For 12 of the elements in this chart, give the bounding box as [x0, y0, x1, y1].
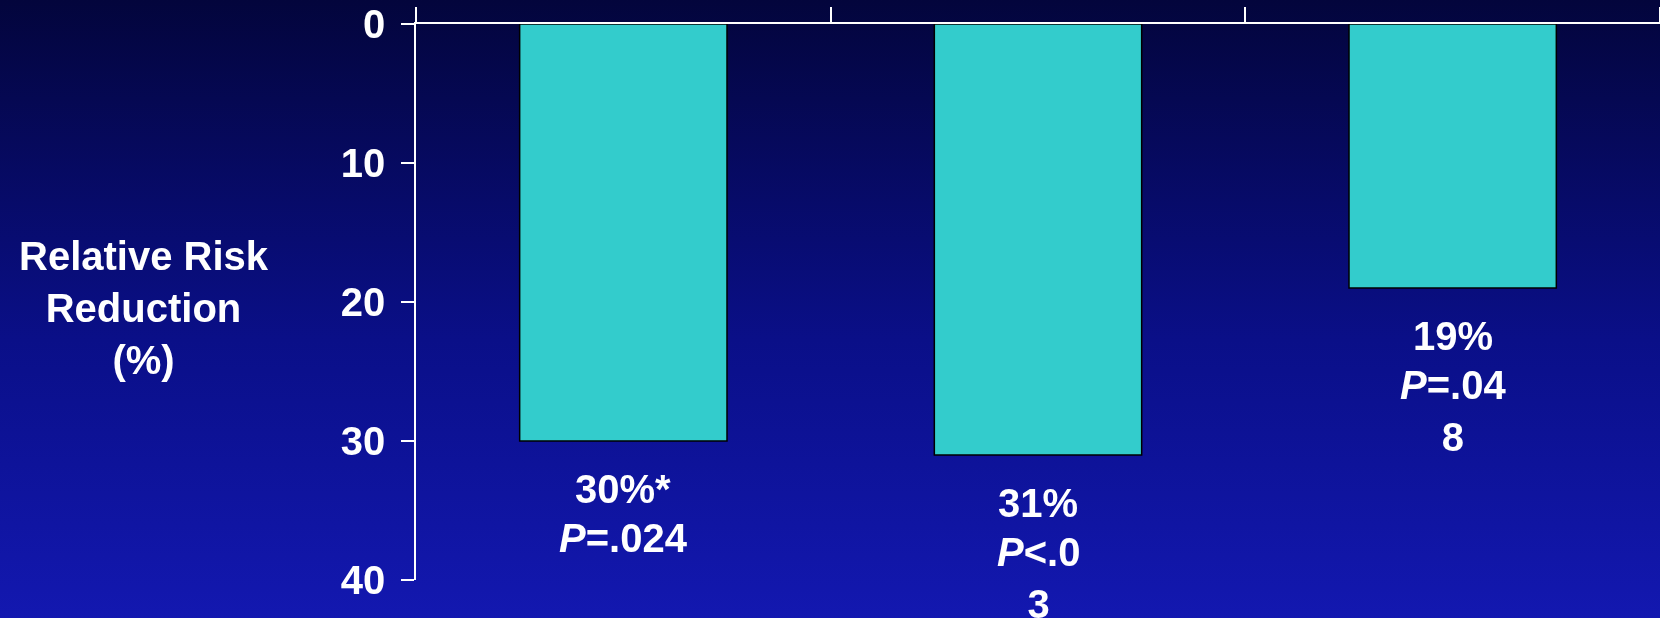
data-label: 30%*: [575, 467, 672, 511]
data-label: 19%: [1413, 314, 1494, 358]
annotation: P=.04 8: [1400, 363, 1507, 459]
data-label: 31%: [998, 481, 1079, 525]
annotation: P=.024: [559, 516, 688, 560]
y-tick-label: 0: [363, 2, 386, 46]
annotation: P<.0 3: [997, 530, 1081, 618]
y-axis-title: Relative Risk Reduction (%): [19, 234, 269, 382]
y-tick-label: 20: [340, 280, 386, 324]
y-tick-label: 40: [340, 558, 386, 602]
y-tick-label: 10: [340, 141, 386, 185]
y-tick-label: 30: [340, 419, 386, 463]
